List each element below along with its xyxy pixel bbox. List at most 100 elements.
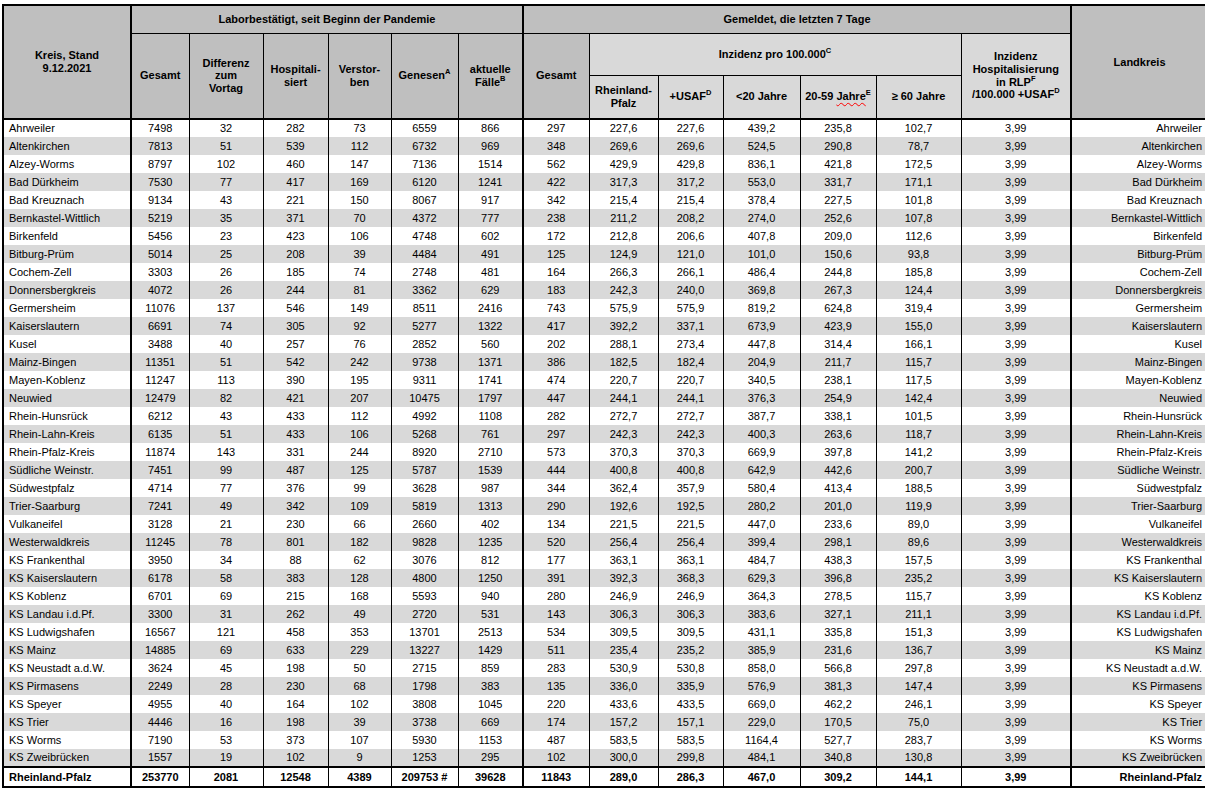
value-cell: 297,8 (876, 659, 961, 677)
value-cell: 252,6 (800, 209, 876, 227)
value-cell: 135 (523, 677, 589, 695)
value-cell: 209,0 (800, 227, 876, 245)
value-cell: 3,99 (961, 623, 1071, 641)
col-header-gesamt-pandemie: Gesamt (131, 33, 189, 119)
value-cell: 128 (328, 569, 391, 587)
value-cell: 3,99 (961, 173, 1071, 191)
table-row: KS Koblenz6701692151685593940280246,9246… (3, 587, 1205, 605)
value-cell: 235,2 (876, 569, 961, 587)
value-cell: 233,6 (800, 515, 876, 533)
value-cell: 2852 (391, 335, 458, 353)
landkreis-cell: KS Kaiserslautern (1071, 569, 1205, 587)
value-cell: 168 (328, 587, 391, 605)
table-row: Bernkastel-Wittlich521935371704372777238… (3, 209, 1205, 227)
table-row: Ahrweiler749832282736559866297227,6227,6… (3, 119, 1205, 137)
value-cell: 3,99 (961, 767, 1071, 787)
value-cell: 185 (263, 263, 328, 281)
value-cell: 5787 (391, 461, 458, 479)
value-cell: 673,9 (723, 317, 800, 335)
value-cell: 368,3 (658, 569, 723, 587)
value-cell: 272,7 (589, 407, 658, 425)
kreis-cell: Cochem-Zell (3, 263, 131, 281)
landkreis-cell: Mayen-Koblenz (1071, 371, 1205, 389)
value-cell: 182,4 (658, 353, 723, 371)
table-row: Alzey-Worms879710246014771361514562429,9… (3, 155, 1205, 173)
table-row: KS Ludwigshafen1656712145835313701251353… (3, 623, 1205, 641)
value-cell: 363,1 (589, 551, 658, 569)
value-cell: 102,7 (876, 119, 961, 137)
table-row: Vulkaneifel312821230662660402134221,5221… (3, 515, 1205, 533)
value-cell: 297 (523, 425, 589, 443)
value-cell: 246,1 (876, 695, 961, 713)
col-header-inzidenz-usaf: +USAFD (658, 75, 723, 119)
hosp-header-text: in RLP (996, 76, 1031, 88)
value-cell: 75,0 (876, 713, 961, 731)
table-row: Germersheim1107613754614985112416743575,… (3, 299, 1205, 317)
group-header-gemeldet: Gemeldet, die letzten 7 Tage (523, 5, 1071, 33)
value-cell: 11843 (523, 767, 589, 787)
table-row: KS Zweibrücken15571910291253295102300,02… (3, 749, 1205, 767)
value-cell: 3362 (391, 281, 458, 299)
value-cell: 31 (189, 605, 263, 623)
col-header-inzidenz-ab60: ≥ 60 Jahre (876, 75, 961, 119)
value-cell: 6559 (391, 119, 458, 137)
kreis-cell: Neuwied (3, 389, 131, 407)
value-cell: 3076 (391, 551, 458, 569)
value-cell: 3,99 (961, 209, 1071, 227)
kreis-cell: KS Zweibrücken (3, 749, 131, 767)
value-cell: 282 (263, 119, 328, 137)
kreis-cell: KS Trier (3, 713, 131, 731)
value-cell: 240,0 (658, 281, 723, 299)
value-cell: 283 (523, 659, 589, 677)
value-cell: 115,7 (876, 587, 961, 605)
value-cell: 125 (328, 461, 391, 479)
col-header-inzidenz-unter20: <20 Jahre (723, 75, 800, 119)
value-cell: 102 (189, 155, 263, 173)
value-cell: 376,3 (723, 389, 800, 407)
value-cell: 7530 (131, 173, 189, 191)
header-row-groups: Kreis, Stand 9.12.2021 Laborbestätigt, s… (3, 5, 1205, 33)
value-cell: 136,7 (876, 641, 961, 659)
value-cell: 1741 (458, 371, 523, 389)
value-cell: 77 (189, 173, 263, 191)
value-cell: 6701 (131, 587, 189, 605)
value-cell: 106 (328, 227, 391, 245)
value-cell: 62 (328, 551, 391, 569)
value-cell: 280,2 (723, 497, 800, 515)
kreis-cell: Birkenfeld (3, 227, 131, 245)
value-cell: 743 (523, 299, 589, 317)
value-cell: 130,8 (876, 749, 961, 767)
value-cell: 3,99 (961, 605, 1071, 623)
value-cell: 231,6 (800, 641, 876, 659)
table-row: KS Landau i.d.Pf.33003126249272053114330… (3, 605, 1205, 623)
table-row: Bitburg-Prüm501425208394484491125124,912… (3, 245, 1205, 263)
value-cell: 8511 (391, 299, 458, 317)
value-cell: 183 (523, 281, 589, 299)
value-cell: 487 (523, 731, 589, 749)
value-cell: 3,99 (961, 191, 1071, 209)
value-cell: 4446 (131, 713, 189, 731)
value-cell: 202 (523, 335, 589, 353)
value-cell: 147 (328, 155, 391, 173)
value-cell: 93,8 (876, 245, 961, 263)
value-cell: 338,1 (800, 407, 876, 425)
value-cell: 157,5 (876, 551, 961, 569)
footnote-sup: E (866, 89, 871, 98)
value-cell: 2081 (189, 767, 263, 787)
value-cell: 1045 (458, 695, 523, 713)
value-cell: 99 (328, 479, 391, 497)
value-cell: 602 (458, 227, 523, 245)
value-cell: 969 (458, 137, 523, 155)
value-cell: 423,9 (800, 317, 876, 335)
value-cell: 212,8 (589, 227, 658, 245)
value-cell: 3,99 (961, 749, 1071, 767)
value-cell: 50 (328, 659, 391, 677)
value-cell: 3300 (131, 605, 189, 623)
landkreis-cell: KS Speyer (1071, 695, 1205, 713)
value-cell: 433 (263, 425, 328, 443)
value-cell: 987 (458, 479, 523, 497)
value-cell: 11245 (131, 533, 189, 551)
value-cell: 344 (523, 479, 589, 497)
value-cell: 171,1 (876, 173, 961, 191)
value-cell: 3303 (131, 263, 189, 281)
